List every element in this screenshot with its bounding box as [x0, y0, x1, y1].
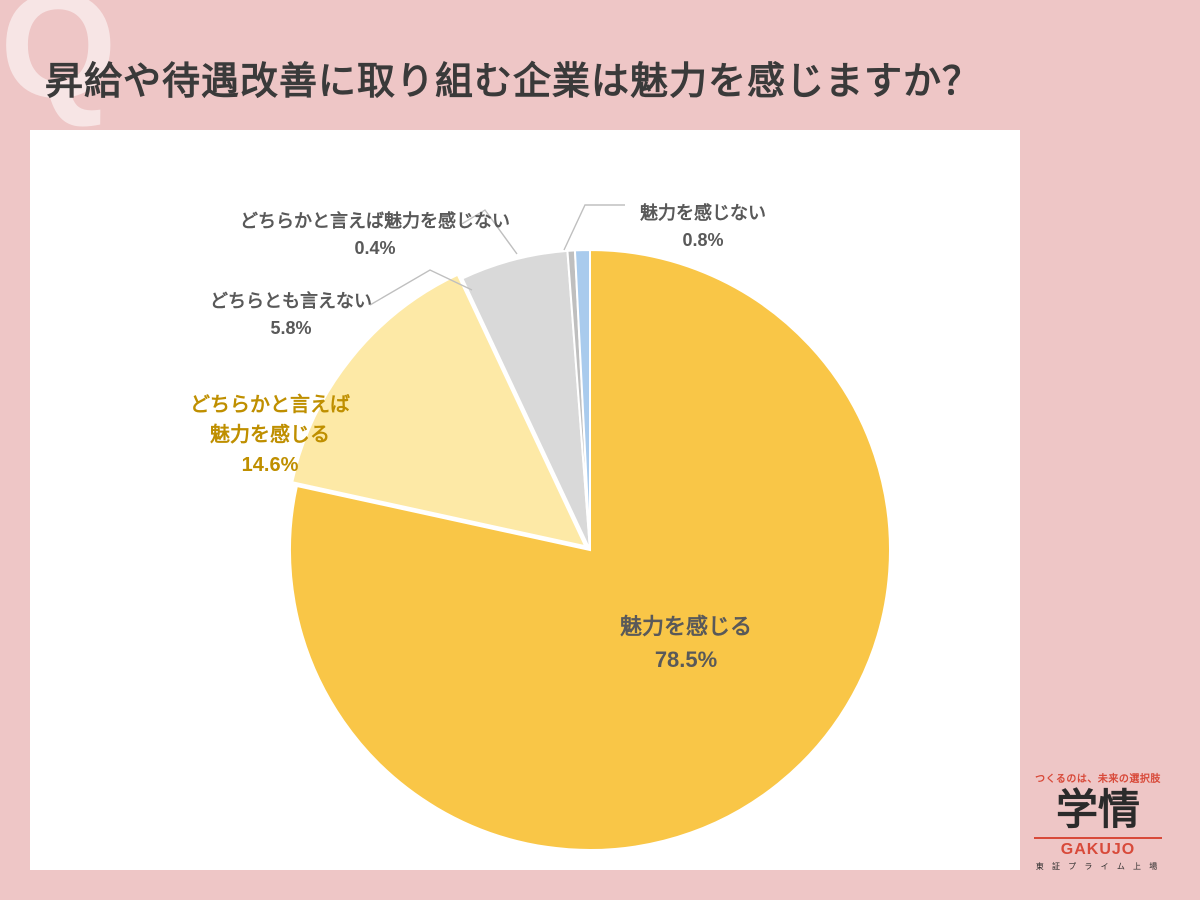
logo-en: GAKUJO [1028, 841, 1168, 859]
logo-tagline: つくるのは、未来の選択肢 [1028, 770, 1168, 785]
pie-chart: 魅力を感じる78.5% どちらかと言えば魅力を感じる14.6% どちらとも言えない5… [30, 180, 1020, 860]
question-title: 昇給や待遇改善に取り組む企業は魅力を感じますか？ [45, 50, 1155, 105]
brand-logo: つくるのは、未来の選択肢 学情 GAKUJO 東 証 プ ラ イ ム 上 場 [1028, 770, 1168, 872]
logo-main: 学情 [1028, 787, 1168, 833]
slide-frame: Q 昇給や待遇改善に取り組む企業は魅力を感じますか？ 魅力を感じる78.5%どち… [0, 0, 1200, 900]
chart-panel: 魅力を感じる78.5% どちらかと言えば魅力を感じる14.6% どちらとも言えない5… [30, 130, 1020, 870]
logo-sub: 東 証 プ ラ イ ム 上 場 [1028, 861, 1168, 872]
slice-label: どちらかと言えば魅力を感じない0.4% [240, 208, 510, 262]
slice-label: 魅力を感じない0.8% [640, 200, 766, 254]
logo-divider [1034, 837, 1162, 839]
pie-svg [30, 180, 1020, 880]
slice-label: どちらとも言えない5.8% [210, 288, 372, 342]
slice-label: どちらかと言えば魅力を感じる14.6% [190, 390, 350, 480]
slice-label: 魅力を感じる78.5% [620, 610, 752, 676]
